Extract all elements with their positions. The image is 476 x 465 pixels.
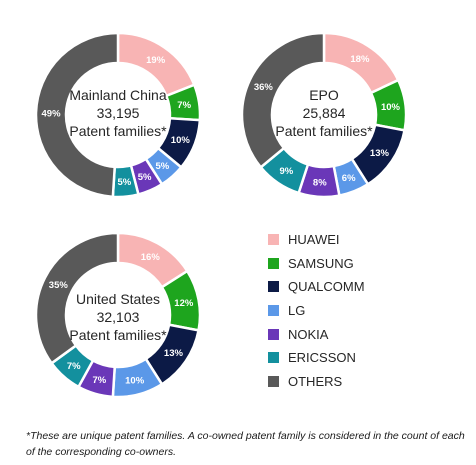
legend-label-nokia: NOKIA xyxy=(288,326,329,342)
legend-swatch-samsung xyxy=(268,257,279,269)
center-title-epo: EPO xyxy=(309,87,339,103)
slice-epo-others xyxy=(240,31,326,170)
center-total-mainland-china: 33,195 xyxy=(97,105,140,121)
center-title-mainland-china: Mainland China xyxy=(69,87,166,103)
slice-label-epo-ericsson: 9% xyxy=(279,166,293,177)
slice-label-epo-lg: 6% xyxy=(342,173,356,184)
slice-label-mainland-china-nokia: 5% xyxy=(138,172,152,183)
slice-label-mainland-china-lg: 5% xyxy=(155,161,169,172)
legend-swatch-qualcomm xyxy=(268,281,279,293)
slice-label-united-states-samsung: 12% xyxy=(174,298,194,309)
center-unit-united-states: Patent families* xyxy=(69,327,167,343)
legend-swatch-nokia xyxy=(268,328,279,340)
footnote: *These are unique patent families. A co-… xyxy=(26,430,465,458)
center-unit-epo: Patent families* xyxy=(275,123,373,139)
legend-item-huawei: HUAWEI xyxy=(268,228,468,252)
center-total-epo: 25,884 xyxy=(303,105,346,121)
legend-item-qualcomm: QUALCOMM xyxy=(268,275,468,299)
legend-swatch-lg xyxy=(268,305,279,317)
slice-label-united-states-nokia: 7% xyxy=(92,375,106,386)
legend-item-others: OTHERS xyxy=(268,370,468,394)
donut-epo: 18% 10% 13% 6% 8% 9% 36% EPO 25,884 Patent famili… xyxy=(240,31,408,199)
legend-label-qualcomm: QUALCOMM xyxy=(288,279,365,295)
slice-label-epo-qualcomm: 13% xyxy=(370,148,390,159)
center-unit-mainland-china: Patent families* xyxy=(69,123,167,139)
slice-label-united-states-ericsson: 7% xyxy=(67,361,81,372)
slice-label-epo-huawei: 18% xyxy=(350,54,370,65)
legend-item-lg: LG xyxy=(268,299,468,323)
legend-swatch-others xyxy=(268,375,279,387)
slice-label-mainland-china-ericsson: 5% xyxy=(117,177,131,188)
legend-item-nokia: NOKIA xyxy=(268,322,468,346)
slice-label-united-states-lg: 10% xyxy=(125,375,145,386)
legend-label-huawei: HUAWEI xyxy=(288,232,340,248)
center-total-united-states: 32,103 xyxy=(97,309,140,325)
slice-label-mainland-china-samsung: 7% xyxy=(177,100,191,111)
legend-label-ericsson: ERICSSON xyxy=(288,350,356,366)
legend-label-lg: LG xyxy=(288,303,306,319)
legend-item-samsung: SAMSUNG xyxy=(268,252,468,276)
slice-label-mainland-china-huawei: 19% xyxy=(146,55,166,66)
legend: HUAWEI SAMSUNG QUALCOMM LG NOKIA ERICSSO… xyxy=(268,228,468,393)
slice-label-united-states-huawei: 16% xyxy=(141,252,161,263)
slice-label-epo-samsung: 10% xyxy=(381,102,401,113)
slice-united-states-others xyxy=(34,231,120,365)
slice-label-united-states-qualcomm: 13% xyxy=(164,348,184,359)
donut-mainland-china: 19%7%10%5%5%5%49%Mainland China33,195Pat… xyxy=(34,31,202,199)
legend-item-ericsson: ERICSSON xyxy=(268,346,468,370)
legend-swatch-ericsson xyxy=(268,352,279,364)
legend-label-samsung: SAMSUNG xyxy=(288,255,354,271)
legend-swatch-huawei xyxy=(268,234,279,246)
legend-label-others: OTHERS xyxy=(288,373,343,389)
slice-label-mainland-china-others: 49% xyxy=(42,108,62,119)
center-title-united-states: United States xyxy=(76,291,160,307)
slice-label-epo-others: 36% xyxy=(254,82,274,93)
slice-mainland-china-others xyxy=(34,31,120,199)
slice-label-epo-nokia: 8% xyxy=(313,177,327,188)
donut-united-states: 16% 12% 13% 10% 7% 7% 35% United States 32,103 Pa… xyxy=(34,231,202,399)
slice-label-united-states-others: 35% xyxy=(49,280,69,291)
slice-label-mainland-china-qualcomm: 10% xyxy=(171,135,191,146)
